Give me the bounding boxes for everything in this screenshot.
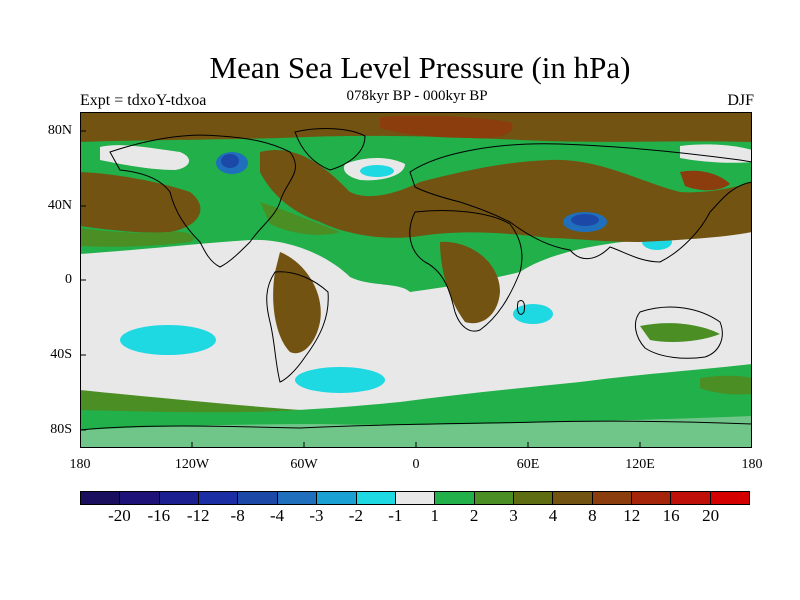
colorbar-label: 2	[469, 506, 479, 525]
contour-band-eight	[380, 115, 730, 191]
colorbar-label: -4	[269, 506, 285, 525]
colorbar	[80, 491, 750, 505]
lat-label-40n: 40N	[47, 198, 72, 213]
colorbar-swatch	[513, 492, 554, 504]
experiment-label: Expt = tdxoY-tdxoa	[80, 92, 207, 109]
chart-subtitle: 078kyr BP - 000kyr BP	[346, 88, 488, 104]
lat-label-40s: 40S	[50, 347, 72, 362]
colorbar-label: 1	[430, 506, 439, 525]
colorbar-swatch	[159, 492, 200, 504]
colorbar-label: 4	[548, 506, 558, 525]
colorbar-swatch	[592, 492, 633, 504]
colorbar-label: 12	[623, 506, 641, 525]
colorbar-label: 3	[509, 506, 518, 525]
colorbar-swatch	[671, 492, 711, 504]
low-tibet	[563, 212, 607, 232]
colorbar-swatch	[81, 492, 121, 504]
colorbar-label: 8	[588, 506, 597, 525]
coastlines	[80, 128, 752, 431]
lon-label-180w: 180	[69, 457, 91, 472]
colorbar-swatch	[317, 492, 357, 504]
lon-label-180e: 180	[741, 457, 763, 472]
lon-label-120e: 120E	[625, 457, 655, 472]
colorbar-swatch	[553, 492, 593, 504]
colorbar-label: -2	[348, 506, 363, 525]
colorbar-swatch	[238, 492, 278, 504]
colorbar-swatch	[356, 492, 396, 504]
contour-band-three	[80, 202, 752, 413]
colorbar-swatch	[632, 492, 672, 504]
lat-label-0: 0	[65, 272, 72, 287]
colorbar-swatch	[435, 492, 475, 504]
colorbar-label: -1	[388, 506, 403, 525]
colorbar-swatch	[120, 492, 160, 504]
map-ticks	[80, 130, 641, 448]
colorbar-label: 16	[662, 506, 680, 525]
colorbar-swatch	[199, 492, 239, 504]
colorbar-swatch	[277, 492, 318, 504]
lon-label-120w: 120W	[174, 457, 210, 472]
colorbar-label: -16	[147, 506, 171, 525]
colorbar-label: -8	[230, 506, 245, 525]
colorbar-label: 20	[702, 506, 720, 525]
season-label: DJF	[727, 92, 754, 109]
pressure-anomaly-map	[80, 112, 752, 448]
map-panel	[80, 112, 752, 448]
lat-label-80n: 80N	[47, 123, 72, 138]
colorbar-swatch	[710, 492, 750, 504]
lat-label-80s: 80S	[50, 422, 72, 437]
colorbar-swatch	[395, 492, 436, 504]
colorbar-label: -12	[186, 506, 210, 525]
lon-label-60e: 60E	[516, 457, 540, 472]
colorbar-swatch	[474, 492, 514, 504]
colorbar-label: -3	[309, 506, 324, 525]
chart-title: Mean Sea Level Pressure (in hPa)	[209, 50, 631, 85]
lon-label-0: 0	[412, 457, 420, 472]
lon-label-60w: 60W	[290, 457, 318, 472]
colorbar-label: -20	[108, 506, 131, 525]
low-canada	[216, 152, 248, 174]
